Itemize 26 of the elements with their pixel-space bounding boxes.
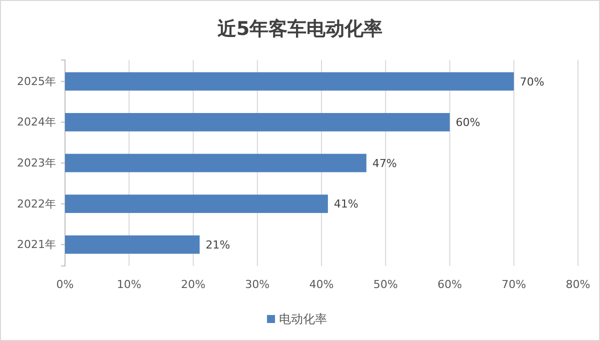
legend-label: 电动化率 bbox=[279, 312, 327, 326]
text: 70% bbox=[520, 75, 544, 88]
text: 60% bbox=[456, 116, 480, 130]
bar bbox=[65, 235, 200, 254]
text: 41% bbox=[334, 198, 358, 211]
bar bbox=[65, 154, 366, 172]
y-tick-label: 2021年 bbox=[17, 238, 56, 252]
x-tick-label: 40% bbox=[309, 278, 334, 291]
y-tick-label: 2024年 bbox=[17, 116, 56, 129]
y-tick-label: 2022年 bbox=[17, 197, 56, 210]
bar bbox=[65, 72, 514, 91]
x-tick-label: 70% bbox=[502, 278, 526, 291]
x-tick-label: 10% bbox=[116, 278, 142, 291]
x-tick-label: 50% bbox=[373, 278, 398, 291]
bar bbox=[65, 113, 450, 132]
chart-title: 近5年客车电动化率 bbox=[216, 18, 383, 40]
x-tick-label: 80% bbox=[566, 278, 590, 291]
y-tick-label: 2025年 bbox=[17, 74, 56, 88]
text: 47% bbox=[372, 156, 397, 170]
y-tick-label: 2023年 bbox=[17, 156, 56, 170]
x-tick-label: 0% bbox=[56, 278, 74, 291]
bar bbox=[65, 194, 328, 213]
x-tick-label: 20% bbox=[181, 278, 206, 291]
x-tick-label: 60% bbox=[438, 278, 462, 291]
x-tick-label: 30% bbox=[245, 278, 270, 291]
text: 21% bbox=[206, 238, 230, 252]
